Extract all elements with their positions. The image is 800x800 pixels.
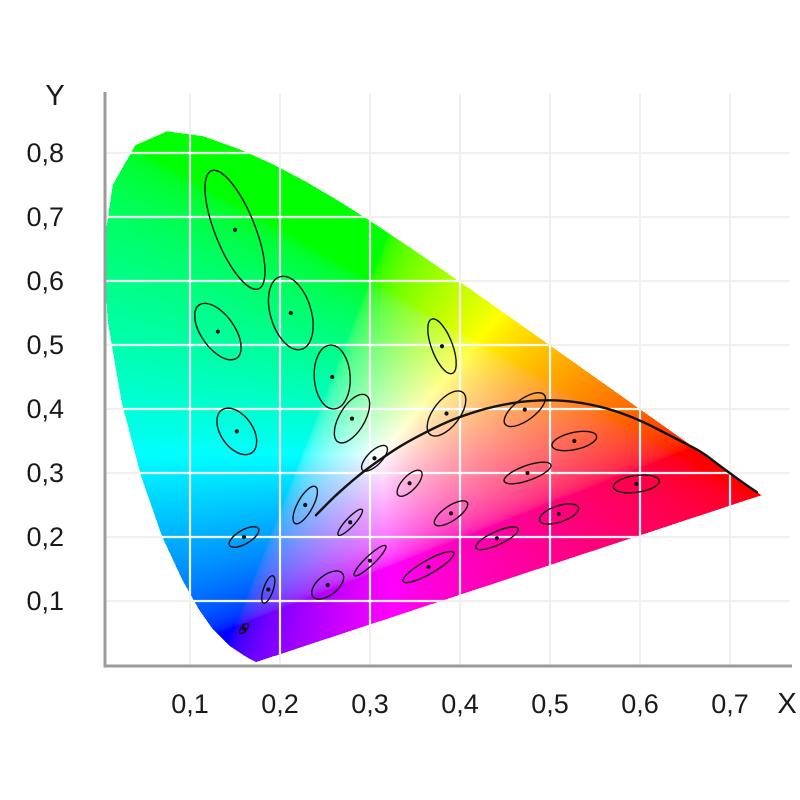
y-tick-label: 0,4	[26, 394, 64, 424]
x-tick-label: 0,7	[711, 689, 749, 719]
x-tick-label: 0,5	[531, 689, 569, 719]
y-tick-label: 0,2	[26, 522, 64, 552]
y-tick-label: 0,6	[26, 266, 64, 296]
y-tick-label: 0,1	[26, 586, 64, 616]
y-axis-title: Y	[45, 80, 65, 112]
x-tick-label: 0,3	[351, 689, 389, 719]
x-axis-title: X	[777, 688, 797, 720]
y-tick-label: 0,8	[26, 138, 64, 168]
y-tick-label: 0,3	[26, 458, 64, 488]
x-tick-label: 0,1	[171, 689, 209, 719]
y-tick-label: 0,5	[26, 330, 64, 360]
x-tick-label: 0,2	[261, 689, 299, 719]
y-tick-label: 0,7	[26, 202, 64, 232]
x-tick-label: 0,4	[441, 689, 479, 719]
x-tick-label: 0,6	[621, 689, 659, 719]
